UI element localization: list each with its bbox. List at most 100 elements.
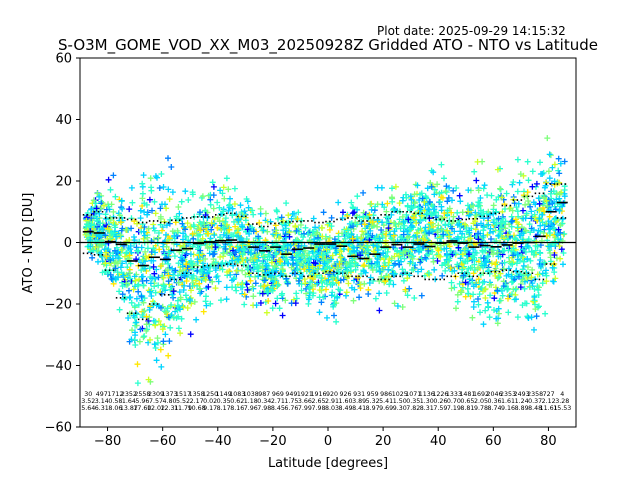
scatter-point: [443, 245, 450, 252]
scatter-point: [139, 278, 146, 284]
scatter-point: [491, 307, 497, 313]
scatter-point: [316, 309, 323, 316]
scatter-point: [231, 201, 238, 207]
scatter-point: [497, 186, 504, 193]
scatter-point: [244, 286, 251, 293]
scatter-point: [182, 292, 189, 299]
bin-label: 5.52: [176, 398, 190, 405]
scatter-point: [508, 279, 515, 286]
scatter-point: [304, 252, 311, 259]
scatter-point: [140, 235, 147, 242]
scatter-point: [381, 204, 388, 211]
x-axis: −80 −60 −40 −20 0 20 40 60 80: [94, 427, 557, 449]
scatter-point: [227, 271, 234, 278]
scatter-point: [121, 295, 128, 302]
scatter-point: [108, 275, 115, 282]
scatter-point: [284, 242, 291, 249]
scatter-point: [198, 221, 204, 227]
scatter-point: [273, 267, 280, 274]
scatter-point: [354, 193, 361, 200]
scatter-point: [184, 305, 191, 311]
scatter-point: [269, 240, 276, 247]
scatter-point: [531, 251, 537, 258]
scatter-point: [312, 224, 319, 231]
scatter-point: [212, 259, 219, 266]
scatter-point: [174, 227, 181, 234]
scatter-point: [278, 214, 285, 221]
scatter-point: [473, 177, 480, 184]
scatter-point: [415, 204, 422, 211]
scatter-point: [135, 281, 142, 288]
scatter-point: [310, 269, 317, 276]
scatter-point: [531, 326, 537, 333]
scatter-point: [429, 248, 436, 255]
scatter-point: [150, 245, 157, 252]
scatter-point: [215, 214, 221, 221]
scatter-point: [409, 245, 416, 252]
scatter-point: [183, 269, 190, 276]
scatter-point: [179, 257, 186, 264]
scatter-point: [475, 187, 482, 194]
scatter-point: [344, 267, 351, 274]
scatter-point: [464, 247, 471, 254]
scatter-point: [555, 155, 562, 162]
scatter-point: [376, 268, 383, 275]
y-axis: −60 −40 −20 0 20 40 60: [45, 52, 80, 436]
scatter-point: [212, 285, 219, 292]
scatter-point: [135, 301, 142, 308]
scatter-point: [177, 254, 184, 261]
scatter-point: [106, 226, 113, 233]
scatter-point: [441, 175, 447, 182]
scatter-point: [355, 274, 361, 281]
scatter-point: [183, 250, 190, 257]
scatter-point: [399, 197, 406, 204]
scatter-point: [328, 292, 335, 299]
scatter-point: [275, 215, 281, 222]
scatter-point: [300, 230, 307, 237]
scatter-point: [240, 246, 247, 252]
scatter-point: [263, 262, 270, 269]
scatter-point: [551, 161, 558, 168]
bin-label: 8.81: [460, 405, 474, 412]
scatter-point: [525, 264, 531, 271]
scatter-point: [84, 221, 90, 228]
scatter-point: [537, 257, 544, 263]
scatter-point: [557, 255, 564, 262]
scatter-point: [390, 207, 396, 213]
scatter-point: [495, 253, 502, 260]
scatter-point: [250, 238, 257, 245]
scatter-point: [138, 244, 145, 251]
scatter-point: [474, 230, 481, 237]
scatter-point: [465, 208, 472, 215]
scatter-point: [318, 299, 325, 306]
scatter-point: [240, 261, 247, 268]
scatter-point: [487, 292, 494, 299]
scatter-point: [165, 352, 172, 359]
scatter-point: [254, 262, 261, 268]
bin-label: 2493: [514, 391, 530, 398]
scatter-point: [422, 254, 429, 261]
scatter-point: [209, 179, 216, 186]
scatter-point: [418, 266, 425, 273]
scatter-point: [357, 243, 364, 250]
scatter-point: [509, 207, 516, 214]
scatter-point: [361, 221, 368, 228]
scatter-point: [490, 202, 497, 209]
scatter-point: [530, 227, 537, 233]
bin-label: 0.26: [433, 398, 447, 405]
bin-label: 3.52: [81, 398, 95, 405]
bin-label: 7.82: [406, 405, 420, 412]
scatter-point: [470, 254, 477, 261]
bin-label: 1226: [432, 391, 448, 398]
scatter-point: [431, 206, 438, 213]
scatter-point: [99, 269, 106, 276]
scatter-point: [239, 267, 246, 274]
scatter-point: [190, 272, 197, 279]
scatter-point: [490, 251, 497, 258]
scatter-point: [459, 266, 466, 273]
bin-label: 1083: [229, 391, 245, 398]
x-tick-label: −40: [204, 434, 231, 449]
scatter-point: [345, 280, 352, 287]
scatter-point: [269, 305, 276, 312]
bin-label: 1.30: [420, 398, 434, 405]
